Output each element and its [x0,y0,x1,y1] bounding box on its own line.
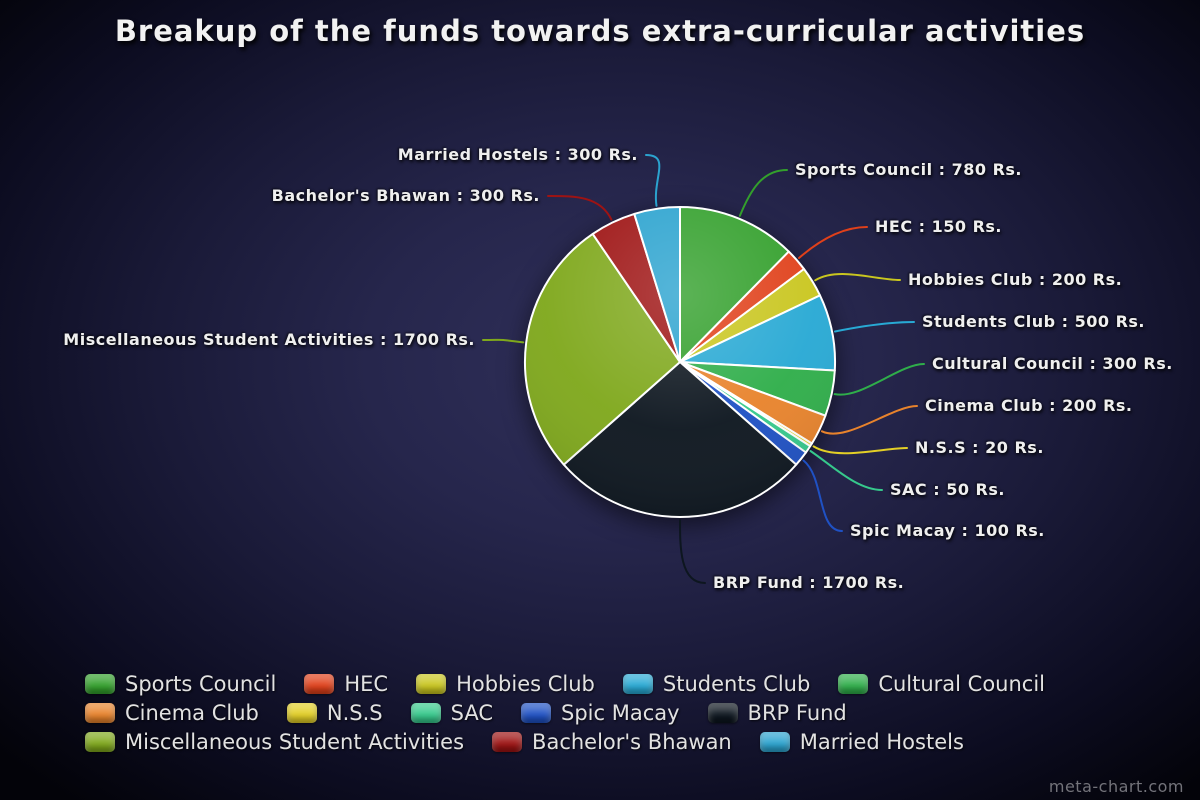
pie-shine-overlay [526,208,834,516]
legend-item: SAC [410,701,493,725]
legend-item: Married Hostels [759,730,964,754]
leader-line [798,226,868,259]
slice-callout-label: BRP Fund : 1700 Rs. [713,573,905,592]
legend-label: Hobbies Club [456,672,595,696]
chart-title: Breakup of the funds towards extra-curri… [114,14,1086,48]
leader-line [821,405,918,435]
legend: Sports Council HEC Hobbies Club Students Cl… [85,672,1155,754]
slice-callout-label: Sports Council : 780 Rs. [795,160,1022,179]
leader-line [809,450,883,491]
pie-shine [526,208,834,516]
legend-swatch [416,674,447,694]
legend-swatch [85,732,115,752]
leader-line [645,154,661,207]
legend-label: Sports Council [125,672,277,696]
legend-label: Cultural Council [878,672,1046,696]
legend-label: Miscellaneous Student Activities [125,730,465,754]
legend-item: Bachelor's Bhawan [492,730,732,754]
legend-item: Cultural Council [838,672,1045,696]
legend-label: Cinema Club [125,701,259,725]
legend-label: HEC [344,672,389,696]
slice-callout-label: Miscellaneous Student Activities : 1700 … [63,330,475,349]
legend-item: Hobbies Club [416,672,595,696]
legend-label: BRP Fund [747,701,847,725]
legend-item: Cinema Club [85,701,259,725]
legend-label: Students Club [662,672,811,696]
slice-callout-label: Bachelor's Bhawan : 300 Rs. [271,186,540,205]
slice-callout-label: Cinema Club : 200 Rs. [925,396,1133,415]
watermark: meta-chart.com [1048,777,1184,796]
legend-swatch [622,674,653,694]
legend-swatch [707,703,738,723]
legend-label: Married Hostels [799,730,964,754]
legend-label: Spic Macay [561,701,680,725]
leader-line [547,194,613,221]
slice-callout-label: N.S.S : 20 Rs. [915,438,1044,457]
legend-swatch [85,703,115,723]
slice-callout-label: Hobbies Club : 200 Rs. [908,270,1123,289]
legend-swatch [85,674,115,694]
leader-line [482,338,525,344]
leader-line [738,169,788,217]
legend-label: Bachelor's Bhawan [532,730,732,754]
legend-label: SAC [450,701,493,725]
legend-item: HEC [304,672,388,696]
legend-swatch [838,674,869,694]
legend-item: BRP Fund [707,701,847,725]
legend-item: N.S.S [286,701,383,725]
leader-line [834,321,915,333]
legend-item: Spic Macay [521,701,680,725]
slice-callout-label: Spic Macay : 100 Rs. [850,521,1045,540]
leader-line [812,445,908,455]
legend-item: Miscellaneous Student Activities [85,730,464,754]
leader-lines-group [482,154,925,584]
slice-callout-label: Cultural Council : 300 Rs. [932,354,1173,373]
leader-line [679,519,706,584]
legend-swatch [410,703,441,723]
leader-line [814,273,901,282]
legend-swatch [304,674,335,694]
slice-callout-label: Married Hostels : 300 Rs. [397,145,638,164]
slice-callout-label: HEC : 150 Rs. [875,217,1002,236]
leader-line [833,363,925,396]
slice-callout-label: Students Club : 500 Rs. [922,312,1145,331]
legend-swatch [759,732,790,752]
legend-swatch [286,703,317,723]
slice-callout-label: SAC : 50 Rs. [890,480,1005,499]
leader-line [802,459,843,532]
legend-item: Sports Council [85,672,276,696]
legend-swatch [521,703,551,723]
legend-item: Students Club [622,672,811,696]
legend-label: N.S.S [326,701,383,725]
legend-swatch [492,732,523,752]
